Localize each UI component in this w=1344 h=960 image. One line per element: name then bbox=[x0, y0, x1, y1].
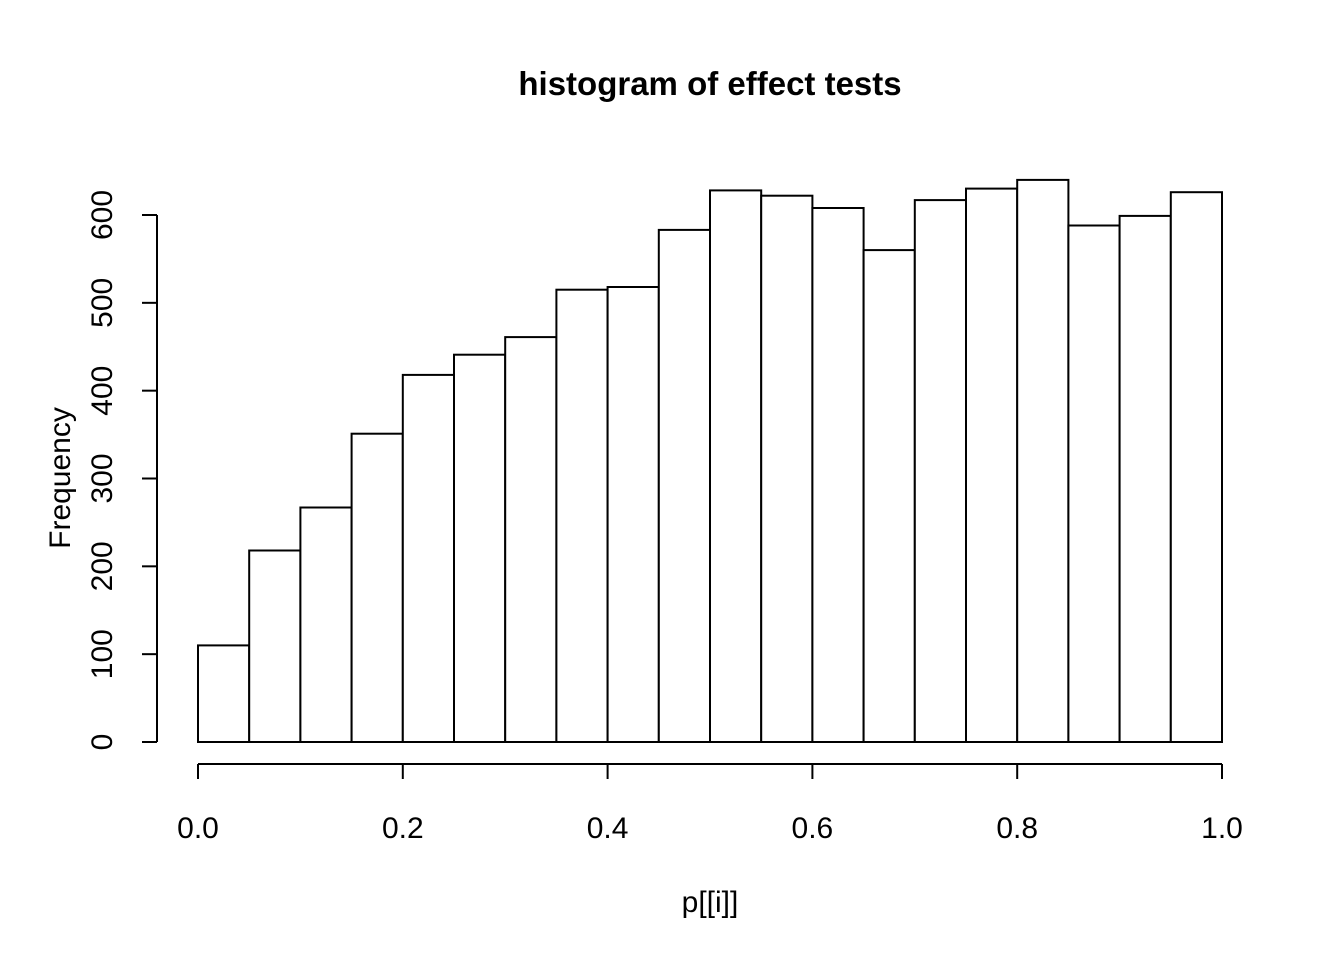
y-tick-label: 400 bbox=[86, 366, 119, 416]
histogram-bar bbox=[811, 207, 865, 743]
x-tick-label: 1.0 bbox=[1201, 812, 1243, 845]
y-tick-label: 600 bbox=[86, 190, 119, 240]
y-tick-label: 100 bbox=[86, 629, 119, 679]
x-axis-label: p[[i]] bbox=[682, 886, 739, 919]
histogram-bar bbox=[299, 506, 353, 743]
y-tick-label: 0 bbox=[86, 734, 119, 751]
x-axis: 0.0 0.2 0.4 0.6 0.8 1.0 bbox=[177, 763, 1243, 845]
histogram-bar bbox=[1118, 214, 1172, 743]
x-tick-label: 0.4 bbox=[587, 812, 629, 845]
y-tick-label: 300 bbox=[86, 453, 119, 503]
histogram-bar bbox=[401, 373, 455, 743]
histogram-bar bbox=[1067, 224, 1121, 743]
y-axis: 0 100 200 300 400 500 600 bbox=[86, 190, 158, 751]
y-axis-label: Frequency bbox=[44, 407, 77, 549]
histogram-bar bbox=[1016, 178, 1070, 743]
histogram-bar bbox=[504, 336, 558, 743]
histogram-bar bbox=[657, 228, 711, 743]
histogram-bar bbox=[760, 194, 814, 743]
histogram-bar bbox=[350, 432, 404, 743]
chart-title: histogram of effect tests bbox=[518, 65, 901, 102]
y-tick-label: 200 bbox=[86, 541, 119, 591]
histogram-bar bbox=[606, 286, 660, 743]
x-tick-label: 0.2 bbox=[382, 812, 424, 845]
histogram-bar bbox=[1169, 191, 1224, 743]
x-tick-label: 0.0 bbox=[177, 812, 219, 845]
x-tick-label: 0.8 bbox=[996, 812, 1038, 845]
histogram-bar bbox=[197, 644, 251, 744]
histogram-bar bbox=[913, 199, 967, 744]
y-tick-label: 500 bbox=[86, 278, 119, 328]
histogram-bar bbox=[453, 353, 507, 743]
x-tick-label: 0.6 bbox=[792, 812, 834, 845]
histogram-bar bbox=[248, 549, 302, 743]
histogram-bar bbox=[709, 189, 763, 743]
histogram-bar bbox=[555, 288, 609, 743]
histogram-bar bbox=[965, 187, 1019, 744]
histogram-bar bbox=[862, 249, 916, 743]
bars-group bbox=[197, 178, 1224, 744]
